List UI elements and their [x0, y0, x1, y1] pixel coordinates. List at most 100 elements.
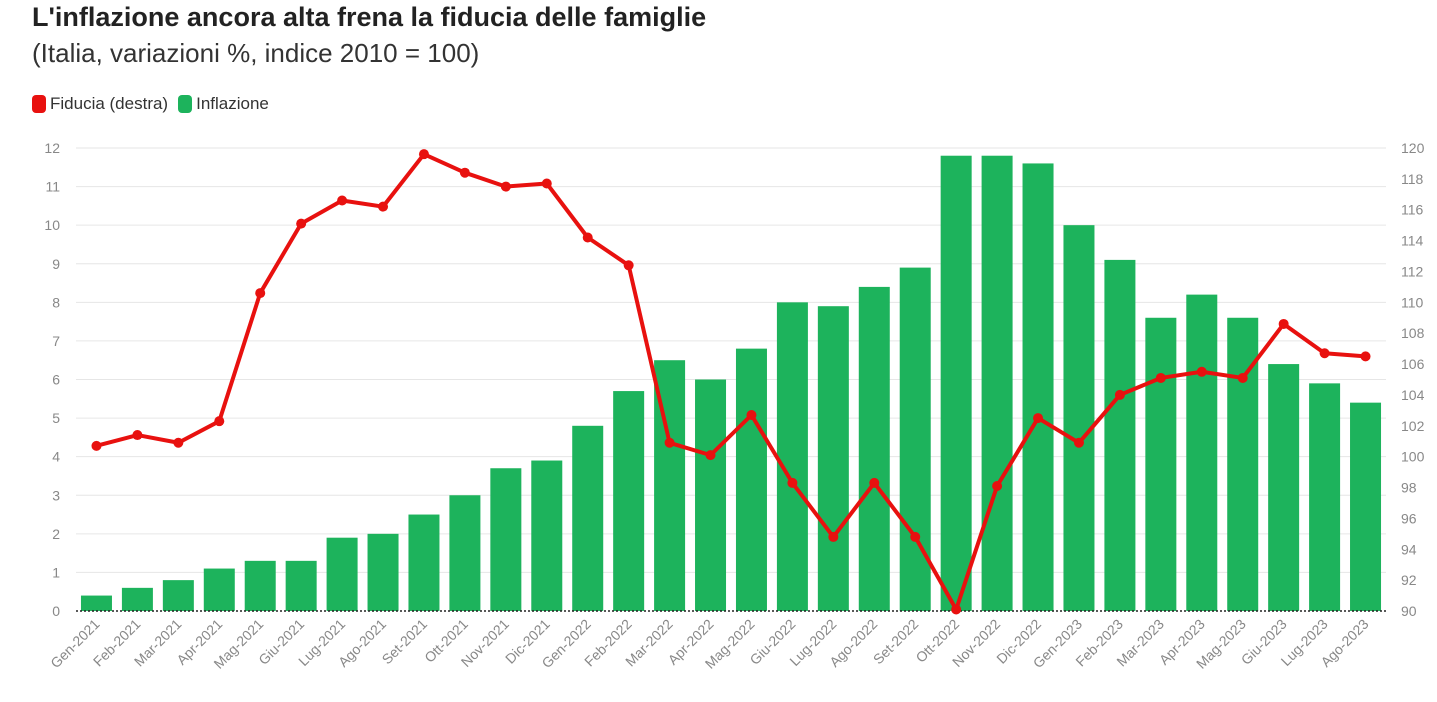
- bar-inflazione: [940, 155, 972, 611]
- legend-item-inflazione[interactable]: Inflazione: [178, 94, 269, 114]
- point-fiducia: [828, 531, 839, 542]
- point-fiducia: [459, 167, 470, 178]
- y-right-tick-label: 102: [1401, 418, 1425, 434]
- point-fiducia: [132, 430, 143, 441]
- point-fiducia: [91, 440, 102, 451]
- bar-inflazione: [858, 286, 890, 611]
- y-right-tick-label: 96: [1401, 510, 1417, 526]
- y-right-tick-label: 90: [1401, 603, 1417, 619]
- y-right-tick-label: 110: [1401, 294, 1424, 310]
- point-fiducia: [500, 181, 511, 192]
- legend-swatch-fiducia: [32, 95, 46, 113]
- y-left-tick-label: 4: [52, 449, 60, 465]
- y-left-tick-label: 12: [44, 140, 60, 156]
- point-fiducia: [1196, 366, 1207, 377]
- y-right-tick-label: 92: [1401, 572, 1417, 588]
- y-left-tick-label: 2: [52, 526, 60, 542]
- bar-inflazione: [1104, 259, 1136, 611]
- bar-inflazione: [1186, 294, 1218, 611]
- y-right-tick-label: 98: [1401, 480, 1417, 496]
- line-fiducia: [95, 152, 1366, 612]
- bar-inflazione: [817, 306, 849, 611]
- y-left-tick-label: 5: [52, 410, 60, 426]
- y-right-tick-label: 104: [1401, 387, 1425, 403]
- y-right-tick-label: 118: [1401, 171, 1424, 187]
- y-right-tick-label: 112: [1401, 263, 1424, 279]
- y-right-tick-label: 106: [1401, 356, 1425, 372]
- y-left-tick-label: 1: [52, 564, 60, 580]
- y-left-tick-label: 3: [52, 487, 60, 503]
- y-right-tick-label: 108: [1401, 325, 1425, 341]
- y-right-tick-label: 100: [1401, 449, 1425, 465]
- point-fiducia: [705, 450, 716, 461]
- point-fiducia: [378, 201, 389, 212]
- bar-inflazione: [613, 391, 645, 611]
- point-fiducia: [582, 232, 593, 243]
- point-fiducia: [418, 149, 429, 160]
- bar-inflazione: [367, 533, 399, 611]
- point-fiducia: [623, 260, 634, 271]
- bar-inflazione: [776, 302, 808, 611]
- bar-inflazione: [408, 514, 440, 611]
- point-fiducia: [173, 437, 184, 448]
- chart-title: L'inflazione ancora alta frena la fiduci…: [32, 2, 707, 32]
- y-left-tick-label: 8: [52, 294, 60, 310]
- point-fiducia: [255, 288, 266, 299]
- point-fiducia: [664, 437, 675, 448]
- bar-inflazione: [981, 155, 1013, 611]
- point-fiducia: [1073, 437, 1084, 448]
- point-fiducia: [296, 218, 307, 229]
- point-fiducia: [951, 604, 962, 615]
- y-right-tick-label: 116: [1401, 202, 1424, 218]
- point-fiducia: [1033, 413, 1044, 424]
- point-fiducia: [1237, 372, 1248, 383]
- bar-inflazione: [203, 568, 235, 611]
- point-fiducia: [869, 477, 880, 488]
- bar-inflazione: [162, 580, 194, 611]
- point-fiducia: [1360, 351, 1371, 362]
- bar-inflazione: [1063, 225, 1095, 611]
- y-right-tick-label: 94: [1401, 541, 1417, 557]
- point-fiducia: [214, 416, 225, 427]
- y-right-tick-label: 120: [1401, 140, 1425, 156]
- bar-inflazione: [1268, 364, 1300, 611]
- legend: Fiducia (destra) Inflazione: [32, 94, 279, 114]
- y-left-tick-label: 7: [52, 333, 60, 349]
- point-fiducia: [1155, 372, 1166, 383]
- bar-inflazione: [695, 379, 727, 611]
- y-left-tick-label: 11: [45, 179, 60, 195]
- bar-inflazione: [285, 560, 317, 611]
- point-fiducia: [910, 531, 921, 542]
- bar-inflazione: [244, 560, 276, 611]
- bar-inflazione: [735, 348, 767, 611]
- y-right-tick-label: 114: [1401, 233, 1424, 249]
- bar-inflazione: [80, 595, 112, 611]
- y-left-tick-label: 10: [44, 217, 60, 233]
- legend-item-fiducia[interactable]: Fiducia (destra): [32, 94, 168, 114]
- point-fiducia: [992, 480, 1003, 491]
- bar-inflazione: [531, 460, 563, 611]
- point-fiducia: [337, 195, 348, 206]
- bar-inflazione: [449, 495, 481, 611]
- point-fiducia: [1278, 318, 1289, 329]
- x-tick-label: Set-2021: [379, 616, 431, 668]
- bar-inflazione: [1309, 383, 1341, 611]
- x-tick-label: Set-2022: [870, 616, 922, 668]
- legend-swatch-inflazione: [178, 95, 193, 113]
- chart-subtitle: (Italia, variazioni %, indice 2010 = 100…: [32, 38, 480, 68]
- bar-inflazione: [1022, 163, 1054, 611]
- point-fiducia: [541, 178, 552, 189]
- legend-label-fiducia: Fiducia (destra): [50, 94, 169, 113]
- y-left-tick-label: 0: [52, 603, 60, 619]
- bar-inflazione: [121, 587, 153, 611]
- bar-inflazione: [490, 468, 522, 611]
- legend-label-inflazione: Inflazione: [196, 94, 269, 113]
- bar-inflazione: [572, 425, 604, 611]
- point-fiducia: [746, 409, 757, 420]
- bar-inflazione: [1145, 317, 1177, 611]
- point-fiducia: [1319, 348, 1330, 359]
- point-fiducia: [787, 477, 798, 488]
- y-left-tick-label: 6: [52, 372, 60, 388]
- bar-inflazione: [326, 537, 358, 611]
